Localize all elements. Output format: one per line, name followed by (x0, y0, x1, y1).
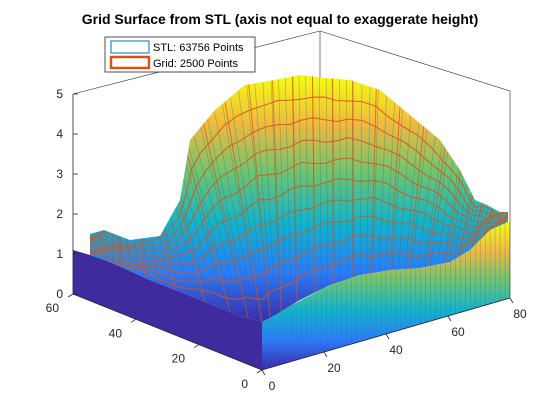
legend: STL: 63756 Points Grid: 2500 Points (105, 37, 255, 72)
x-tick-label: 20 (327, 361, 341, 375)
y-tick-label: 40 (109, 326, 123, 340)
y-tick-label: 60 (46, 301, 60, 315)
z-tick-label: 5 (56, 87, 63, 101)
legend-swatch-stl (111, 41, 149, 53)
z-tick-label: 0 (56, 287, 63, 301)
y-tick-mark (194, 345, 199, 348)
y-tick-mark (257, 370, 262, 373)
x-tick-mark (262, 370, 265, 375)
legend-swatch-grid (111, 57, 149, 68)
x-tick-label: 80 (513, 307, 527, 321)
z-tick-label: 1 (56, 247, 63, 261)
x-tick-label: 0 (269, 379, 276, 393)
y-tick-label: 0 (241, 377, 248, 391)
y-tick-mark (131, 319, 136, 322)
x-tick-mark (324, 352, 327, 357)
y-tick-label: 20 (172, 352, 186, 366)
z-tick-label: 2 (56, 207, 63, 221)
z-tick-label: 3 (56, 167, 63, 181)
x-tick-mark (510, 298, 513, 303)
x-tick-mark (386, 334, 389, 339)
x-tick-label: 60 (451, 325, 465, 339)
x-tick-label: 40 (389, 343, 403, 357)
y-tick-mark (68, 294, 73, 297)
z-tick-label: 4 (56, 127, 63, 141)
x-tick-mark (448, 316, 451, 321)
legend-label-stl: STL: 63756 Points (153, 42, 244, 54)
legend-label-grid: Grid: 2500 Points (153, 58, 238, 70)
chart-title: Grid Surface from STL (axis not equal to… (82, 11, 478, 27)
